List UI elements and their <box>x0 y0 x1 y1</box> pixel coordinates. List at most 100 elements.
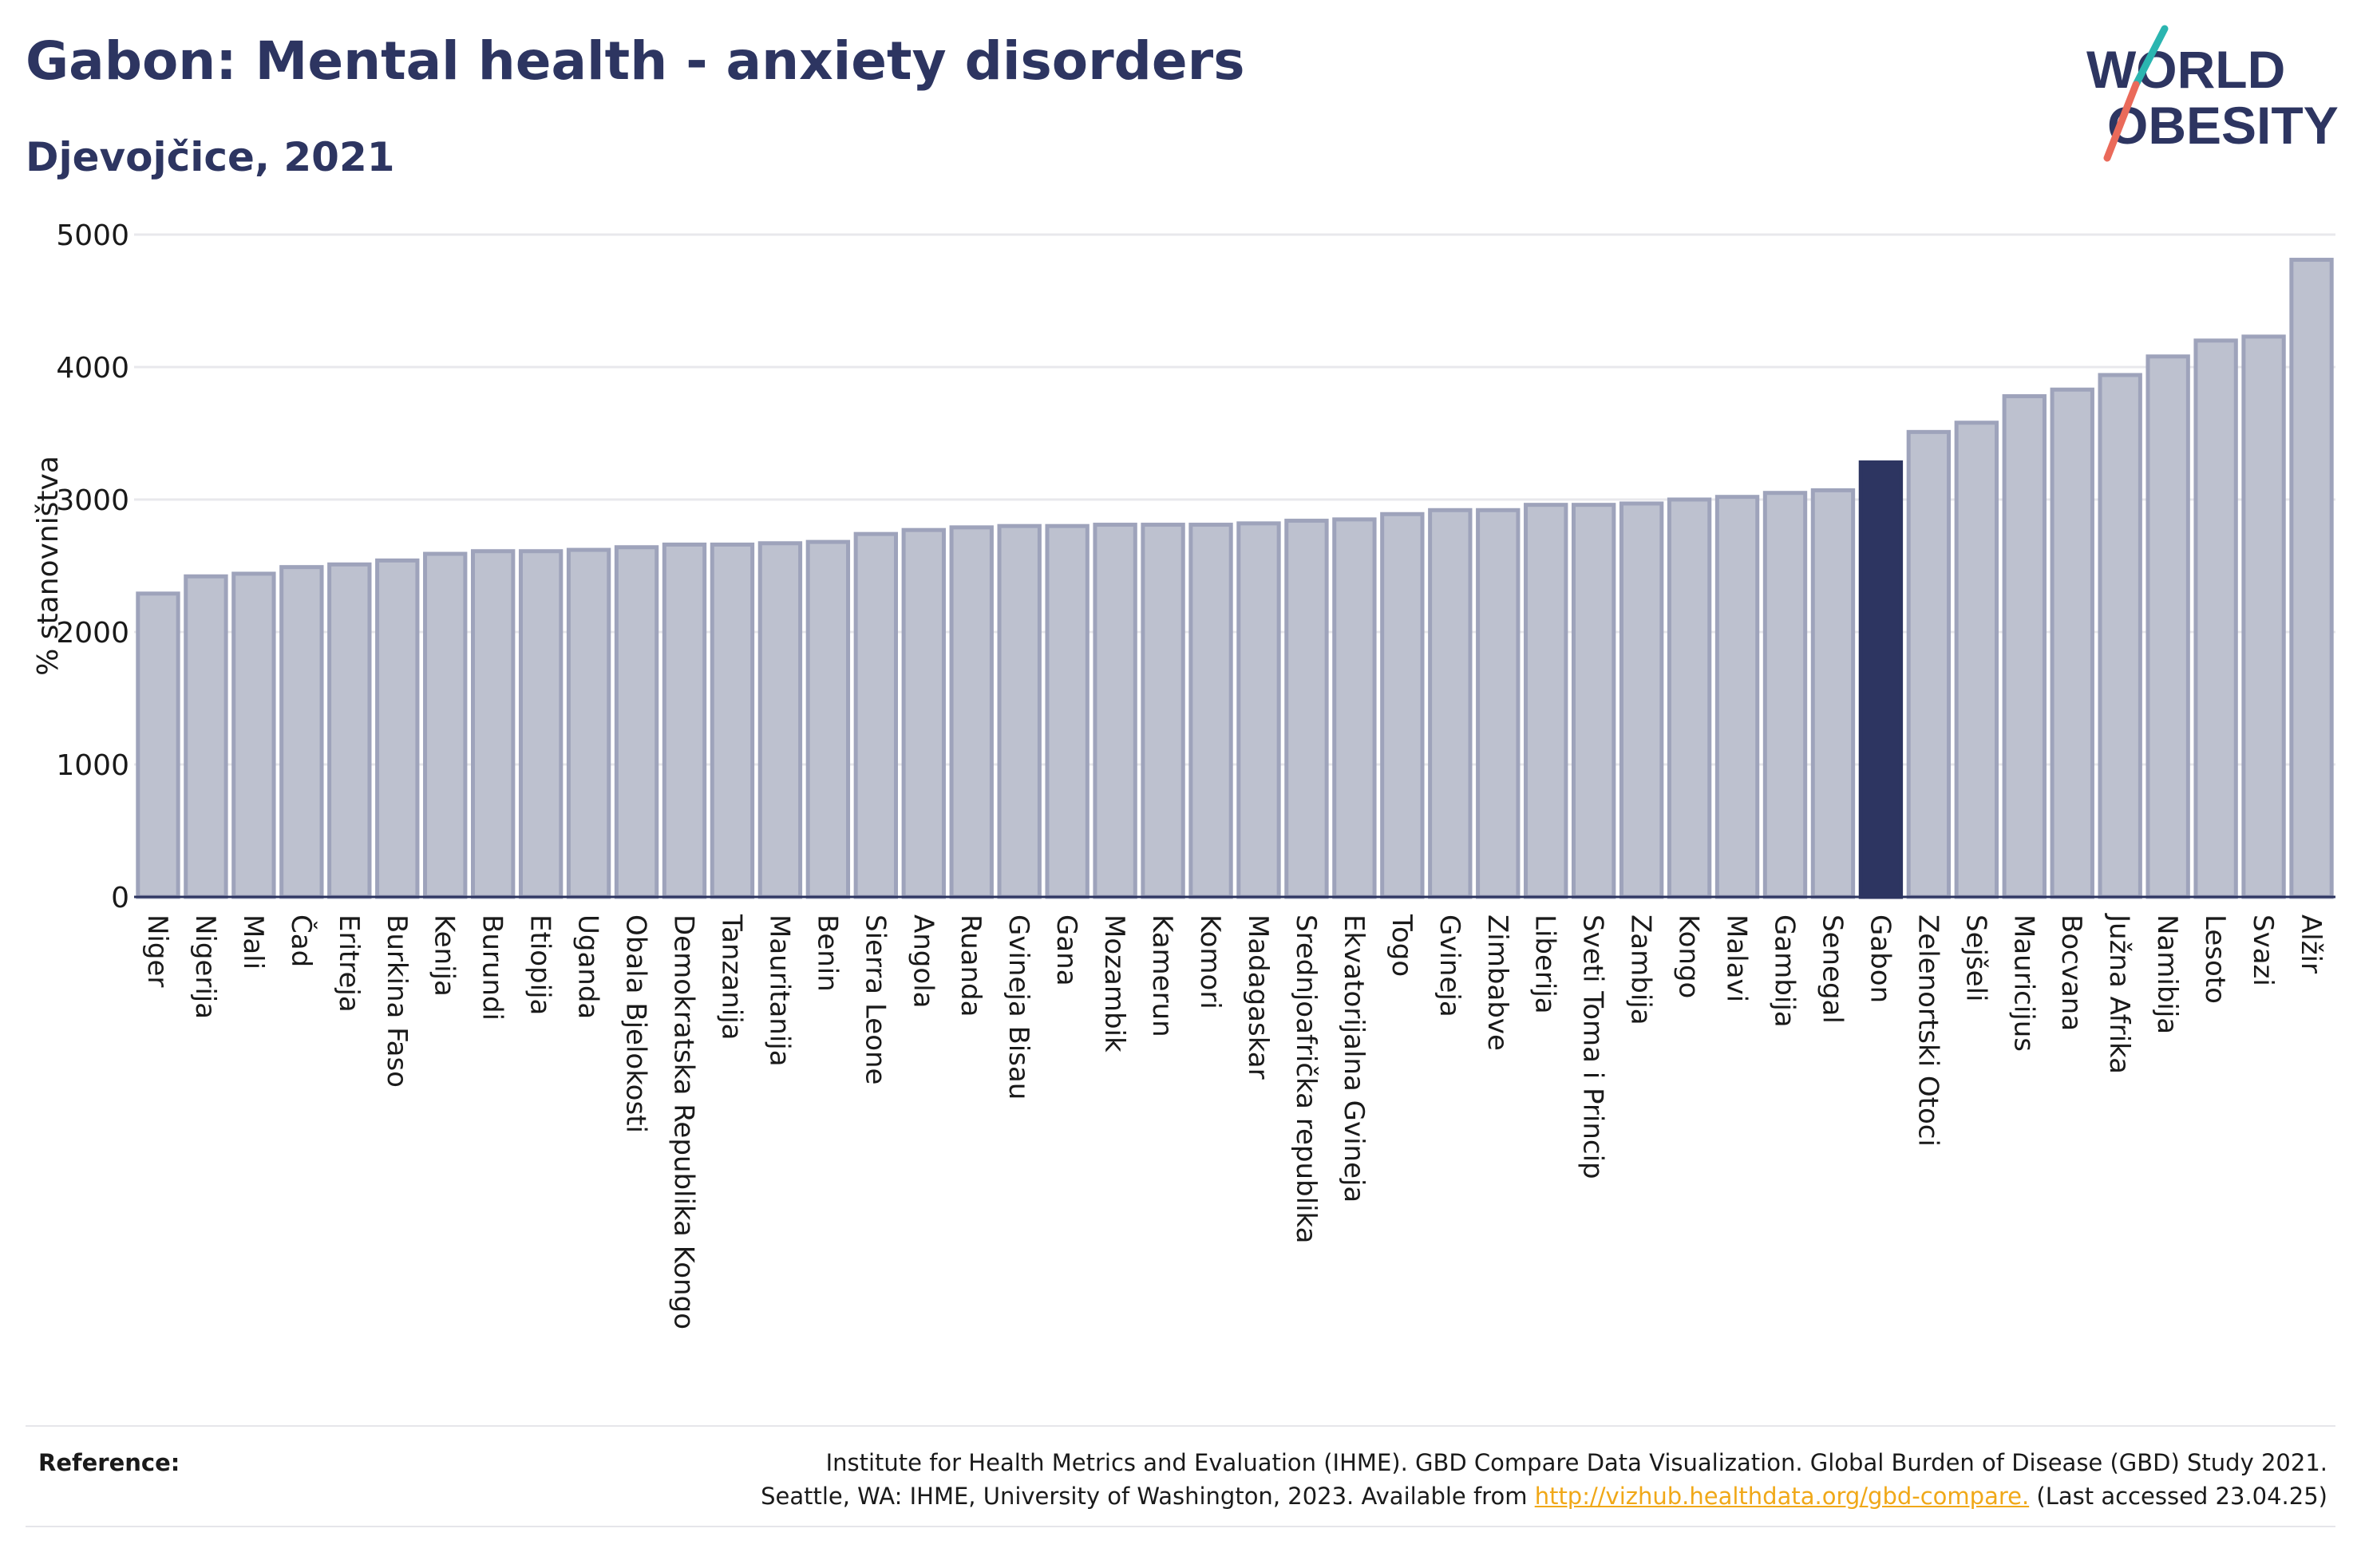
x-tick-label: Sveti Toma i Princip <box>1577 914 1609 1179</box>
x-tick-label: Srednjoafrička republika <box>1290 914 1322 1243</box>
bar-niger <box>136 591 180 899</box>
x-tick-label: Gvineja Bisau <box>1003 914 1034 1100</box>
y-tick-label: 5000 <box>56 219 129 252</box>
bar-čad <box>279 565 324 899</box>
bar-alžir <box>2289 258 2334 899</box>
x-tick-label: Mozambik <box>1098 914 1130 1053</box>
x-tick-label: Burundi <box>477 914 508 1021</box>
x-tick-label: Svazi <box>2247 914 2279 986</box>
bar-svazi <box>2241 334 2286 899</box>
bar-bocvana <box>2050 387 2094 899</box>
bar-kenija <box>423 551 468 899</box>
x-tick-label: Liberija <box>1529 914 1561 1014</box>
bar-chart: 0 1000 2000 3000 4000 5000 Niger Nigerija Mali Č… <box>32 219 2335 1329</box>
x-tick-labels: Niger Nigerija Mali Čad Eritreja Burkina Faso… <box>141 913 2327 1329</box>
x-tick-label: Niger <box>141 914 173 987</box>
reference-text: Institute for Health Metrics and Evaluat… <box>761 1446 2327 1513</box>
y-tick-label: 2000 <box>56 617 129 650</box>
reference-line-1: Institute for Health Metrics and Evaluat… <box>825 1449 2327 1476</box>
bar-kongo <box>1667 497 1712 899</box>
bar-gvineja <box>1428 508 1473 899</box>
chart-subtitle: Djevojčice, 2021 <box>26 134 395 180</box>
bar-kamerun <box>1141 523 1185 899</box>
x-tick-label: Obala Bjelokosti <box>620 914 652 1133</box>
x-tick-label: Madagaskar <box>1242 914 1274 1080</box>
bar-madagaskar <box>1236 521 1281 899</box>
bar-mauritanija <box>757 541 803 899</box>
bar-mauricijus <box>2002 394 2047 899</box>
reference-link[interactable]: http://vizhub.healthdata.org/gbd-compare… <box>1534 1483 2030 1511</box>
x-tick-label: Mauricijus <box>2007 914 2039 1052</box>
x-tick-label: Benin <box>811 914 843 992</box>
bar-zelenortski-otoci <box>1906 429 1952 899</box>
x-tick-label: Sierra Leone <box>859 914 891 1084</box>
bar-mali <box>231 571 276 899</box>
y-axis-label: % stanovništva <box>32 456 65 676</box>
x-tick-label: Burkina Faso <box>381 914 413 1088</box>
footer-divider-bottom <box>26 1526 2335 1527</box>
reference-line-2-prefix: Seattle, WA: IHME, University of Washing… <box>761 1483 1535 1511</box>
bar-komori <box>1188 523 1233 899</box>
x-tick-label: Togo <box>1386 914 1418 977</box>
x-tick-label: Ruanda <box>955 914 987 1017</box>
x-tick-label: Alžir <box>2295 914 2327 974</box>
x-tick-label: Eritreja <box>333 914 365 1013</box>
bar-nigerija <box>184 574 228 899</box>
x-tick-label: Sejšeli <box>1960 914 1991 1001</box>
bar-srednjoafrička-republika <box>1284 519 1329 899</box>
y-tick-label: 3000 <box>56 484 129 517</box>
y-tick-labels: 0 1000 2000 3000 4000 5000 <box>56 219 129 914</box>
footer-divider-top <box>26 1425 2335 1427</box>
bar-togo <box>1380 511 1425 899</box>
x-tick-label: Gabon <box>1864 914 1896 1003</box>
bars <box>136 258 2334 899</box>
bar-gvineja-bisau <box>997 523 1042 899</box>
x-tick-label: Namibija <box>2151 914 2183 1034</box>
x-tick-label: Gambija <box>1769 914 1801 1028</box>
bar-južna-afrika <box>2098 373 2142 899</box>
x-tick-label: Čad <box>285 914 318 967</box>
x-tick-label: Senegal <box>1816 914 1848 1024</box>
x-tick-label: Zelenortski Otoci <box>1912 914 1944 1147</box>
bar-gabon <box>1858 460 1904 899</box>
bar-namibija <box>2145 354 2190 899</box>
x-tick-label: Angola <box>907 914 939 1008</box>
x-tick-label: Zimbabve <box>1481 914 1513 1051</box>
x-tick-label: Kenija <box>429 914 461 997</box>
x-tick-label: Etiopija <box>524 914 556 1015</box>
logo-text-world: WORLD <box>2086 40 2285 99</box>
chart-title: Gabon: Mental health - anxiety disorders <box>26 30 1245 92</box>
bar-uganda <box>566 547 611 899</box>
x-tick-label: Komori <box>1194 914 1226 1009</box>
bar-tanzanija <box>710 542 755 899</box>
x-tick-label: Gvineja <box>1434 914 1465 1017</box>
reference-label: Reference: <box>38 1449 180 1476</box>
reference-line-2-suffix: (Last accessed 23.04.25) <box>2029 1483 2327 1511</box>
bar-obala-bjelokosti <box>614 545 659 899</box>
x-tick-label: Malavi <box>1721 914 1753 1002</box>
bar-demokratska-republika-kongo <box>662 542 707 899</box>
x-tick-label: Demokratska Republika Kongo <box>668 914 700 1329</box>
x-tick-label: Uganda <box>572 914 604 1019</box>
x-tick-label: Južna Afrika <box>2103 913 2135 1074</box>
x-tick-label: Kongo <box>1673 914 1705 998</box>
bar-benin <box>805 539 851 899</box>
bar-zimbabve <box>1476 508 1521 899</box>
bar-gambija <box>1762 491 1808 899</box>
logo-slash-coral <box>2103 81 2140 162</box>
x-tick-label: Mauritanija <box>763 914 795 1067</box>
bar-malavi <box>1714 495 1760 899</box>
bar-etiopija <box>518 549 564 899</box>
y-tick-label: 4000 <box>56 352 129 385</box>
x-tick-label: Gana <box>1050 914 1082 986</box>
bar-zambija <box>1619 501 1664 899</box>
x-tick-label: Kamerun <box>1146 914 1178 1037</box>
world-obesity-logo: WORLD OBESITY <box>2075 19 2347 171</box>
logo-slash-teal <box>2132 25 2169 89</box>
x-tick-label: Lesoto <box>2199 914 2231 1004</box>
x-tick-label: Zambija <box>1625 914 1657 1025</box>
bar-burkina-faso <box>375 558 420 899</box>
x-tick-label: Mali <box>237 914 269 970</box>
logo-text-obesity: OBESITY <box>2107 96 2339 155</box>
x-tick-label: Tanzanija <box>715 914 747 1040</box>
